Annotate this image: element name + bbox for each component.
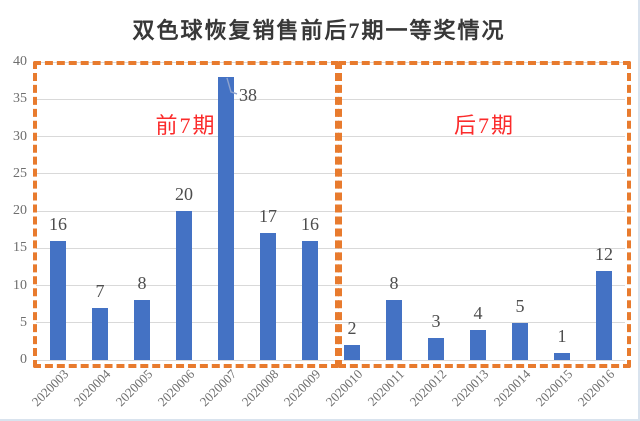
bar-value-label: 17 (259, 206, 277, 227)
gridline (36, 98, 625, 100)
bar-2020008 (260, 233, 276, 360)
gridline (36, 173, 625, 175)
y-axis-label: 20 (13, 203, 27, 218)
x-axis-label: 2020012 (406, 366, 449, 410)
bar-value-label: 38 (239, 84, 257, 105)
group-label-first7: 前7期 (155, 113, 217, 138)
x-axis-label: 2020010 (322, 366, 365, 410)
bar-2020009 (302, 240, 318, 360)
y-axis-label: 40 (13, 54, 27, 69)
group-box-first7: 前7期 (33, 61, 339, 368)
bar-value-label: 16 (49, 213, 67, 234)
y-axis-label: 30 (13, 128, 27, 144)
gridline (36, 359, 625, 361)
bar-2020004 (92, 307, 108, 360)
x-axis-label: 2020009 (280, 366, 323, 410)
bar-value-label: 12 (595, 243, 613, 264)
bar-value-label: 3 (431, 310, 441, 331)
chart-title: 双色球恢复销售前后7期一等奖情况 (132, 18, 506, 43)
x-axis-label: 2020005 (112, 366, 155, 410)
bar-value-label: 4 (473, 303, 483, 324)
bar-2020013 (470, 330, 486, 360)
bar-value-label: 5 (515, 295, 525, 316)
y-axis-label: 25 (13, 165, 27, 181)
gridline (36, 322, 625, 324)
bar-2020011 (386, 300, 402, 360)
y-axis-label: 15 (13, 240, 27, 256)
bar-value-label: 7 (95, 280, 105, 301)
bar-2020007 (218, 76, 234, 360)
gridline (36, 210, 625, 212)
bar-2020003 (50, 240, 66, 360)
x-axis-label: 2020013 (448, 366, 491, 410)
x-axis-label: 2020016 (574, 366, 617, 410)
bar-2020012 (428, 337, 444, 360)
bar-2020015 (554, 352, 570, 360)
x-axis-label: 2020015 (532, 366, 575, 410)
group-box-last7: 后7期 (338, 61, 631, 368)
x-axis-label: 2020014 (490, 366, 533, 410)
bar-value-label: 8 (137, 273, 147, 294)
bar-value-label: 20 (175, 184, 193, 204)
bar-value-label: 16 (301, 213, 319, 234)
gridline (36, 247, 625, 249)
bar-2020016 (596, 270, 612, 360)
y-axis-label: 0 (20, 352, 27, 367)
x-axis-label: 2020011 (364, 366, 407, 409)
bar-value-label: 8 (389, 273, 399, 294)
bar-2020010 (344, 345, 360, 360)
x-axis-label: 2020003 (28, 366, 71, 410)
y-axis-label: 5 (20, 314, 27, 330)
group-label-last7: 后7期 (453, 113, 515, 138)
bar-value-label: 1 (557, 325, 567, 346)
bar-2020006 (176, 211, 192, 360)
bar-value-label: 2 (347, 318, 357, 339)
x-axis-label: 2020006 (154, 366, 197, 410)
x-axis-label: 2020004 (70, 366, 113, 410)
bar-2020005 (134, 300, 150, 360)
gridline (36, 136, 625, 137)
gridline (36, 285, 625, 286)
y-axis-label: 10 (13, 277, 27, 293)
x-axis-label: 2020008 (238, 366, 281, 410)
bar-2020014 (512, 322, 528, 360)
y-axis-label: 35 (13, 91, 27, 107)
x-axis-label: 2020007 (196, 366, 239, 410)
